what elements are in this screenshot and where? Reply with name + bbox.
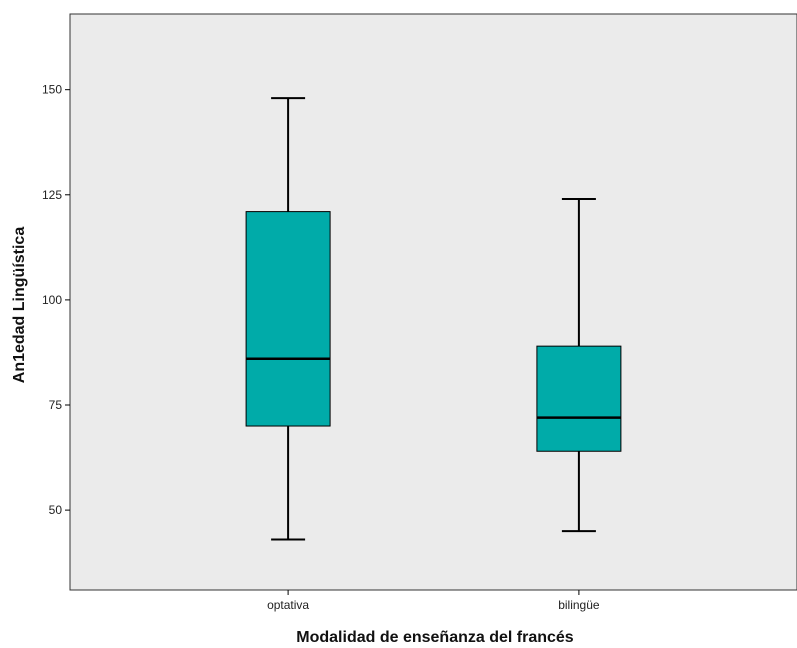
box-1: [536, 197, 622, 533]
y-axis: 50 75 100 125 150: [42, 83, 70, 517]
x-tick-label: optativa: [267, 598, 309, 612]
box-0: [245, 97, 331, 541]
x-tick-label: bilingüe: [558, 598, 600, 612]
x-axis-title: Modalidad de enseñanza del francés: [296, 629, 574, 646]
y-tick-label: 150: [42, 83, 62, 97]
x-axis: optativa bilingüe: [267, 590, 600, 612]
y-tick-label: 100: [42, 293, 62, 307]
y-tick-label: 75: [49, 398, 63, 412]
iqr-box: [245, 211, 331, 427]
iqr-box: [536, 345, 622, 452]
y-tick-label: 125: [42, 188, 62, 202]
y-axis-title: An1edad Lingüística: [11, 227, 28, 384]
plot-area: [69, 13, 797, 591]
y-tick-label: 50: [49, 503, 63, 517]
boxes-layer: [245, 97, 622, 541]
